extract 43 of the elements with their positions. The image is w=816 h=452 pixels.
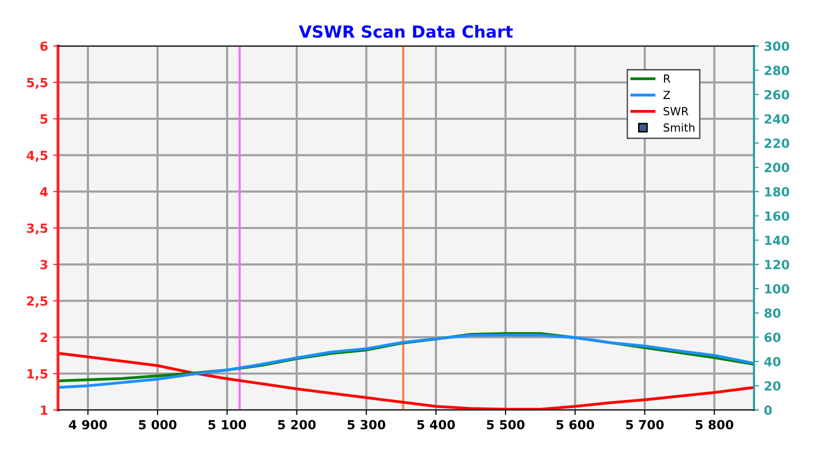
x-tick-label: 5 700 [626, 420, 664, 430]
y-tick-label: 4 [40, 187, 48, 196]
y-tick-label: 4,5 [26, 150, 48, 162]
y2-tick-label: 100 [765, 284, 790, 294]
y2-tick-label: 180 [765, 187, 790, 197]
y-tick-label: 3 [40, 260, 48, 270]
legend-label: R [664, 74, 670, 83]
x-tick-label: 5 800 [696, 420, 734, 430]
x-tick-label: 5 400 [417, 420, 455, 430]
y-tick-label: 6 [40, 41, 48, 51]
y2-tick-label: 120 [765, 260, 790, 270]
y2-tick-label: 160 [765, 211, 790, 221]
y-tick-label: 2 [40, 332, 48, 342]
y-tick-label: 3,5 [26, 223, 48, 235]
x-tick-label: 5 200 [278, 420, 316, 430]
y-tick-label: 5,5 [27, 78, 48, 89]
y2-tick-label: 260 [764, 90, 790, 100]
legend-label: Smith [664, 123, 694, 132]
chart-title: VSWR Scan Data Chart [298, 25, 513, 38]
y2-tick-label: 220 [764, 138, 790, 148]
legend-label: Z [663, 90, 670, 99]
x-tick-label: 5 600 [556, 420, 594, 430]
y2-tick-label: 240 [764, 114, 790, 124]
line-series [58, 352, 754, 410]
x-tick-label: 5 300 [348, 420, 386, 430]
y2-tick-label: 140 [765, 236, 790, 246]
x-tick-label: 5 100 [208, 420, 246, 430]
y-tick-label: 1,5 [28, 369, 48, 380]
y-tick-label: 5 [40, 114, 48, 124]
legend-label: SWR [664, 107, 688, 116]
x-tick-label: 5 000 [138, 420, 176, 430]
x-tick-label: 4 900 [68, 420, 107, 430]
x-tick-label: 5 500 [486, 420, 524, 430]
y2-tick-label: 280 [764, 66, 790, 76]
y2-tick-label: 300 [764, 41, 790, 51]
y-tick-label: 2,5 [27, 296, 48, 308]
y2-tick-label: 60 [764, 332, 781, 342]
y2-tick-label: 0 [764, 405, 772, 415]
y2-tick-label: 200 [764, 162, 790, 172]
y2-tick-label: 40 [764, 356, 781, 366]
y2-tick-label: 20 [764, 381, 781, 391]
y2-tick-label: 80 [764, 308, 781, 318]
y-tick-label: 1 [40, 406, 48, 415]
